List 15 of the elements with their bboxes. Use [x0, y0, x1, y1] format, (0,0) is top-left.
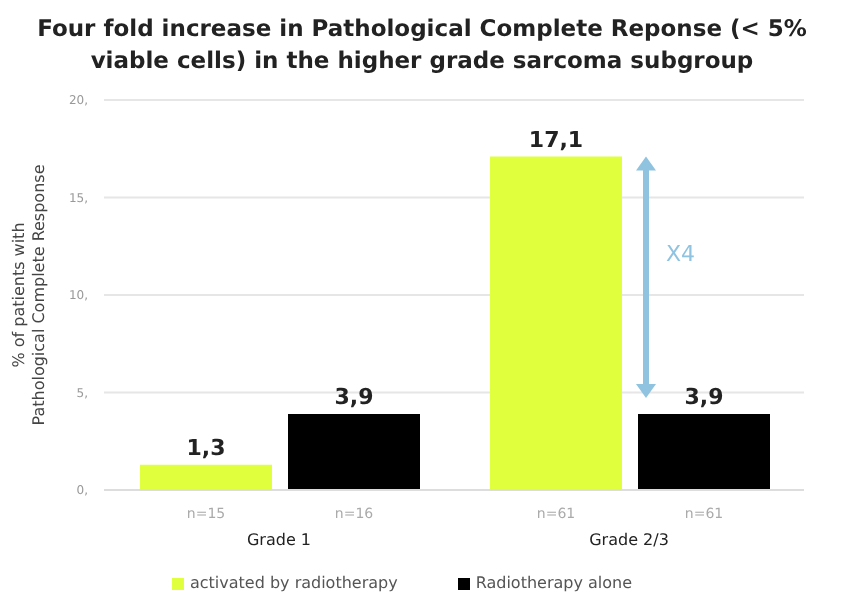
annotation: X4 — [666, 241, 696, 268]
data-label: 3,9 — [334, 383, 374, 410]
legend-label: activated by radiotherapy — [187, 574, 398, 592]
data-label: 3,9 — [684, 383, 724, 410]
x-tick-label: Grade 2/3 — [589, 531, 669, 550]
bar — [140, 464, 272, 490]
bar — [288, 413, 420, 490]
data-label: 17,1 — [528, 126, 584, 153]
y-axis-title: % of patients with Pathological Complete Response — [10, 164, 48, 426]
data-label: 1,3 — [186, 434, 226, 461]
bar — [638, 413, 770, 490]
legend-label: Radiotherapy alone — [473, 574, 633, 592]
x-tick-label: Grade 1 — [246, 531, 312, 550]
chart-title: Four fold increase in Pathological Complete Reponse (< 5% viable cells) in the higher grade sarcoma subgroup — [35, 12, 809, 76]
bar — [490, 156, 622, 490]
